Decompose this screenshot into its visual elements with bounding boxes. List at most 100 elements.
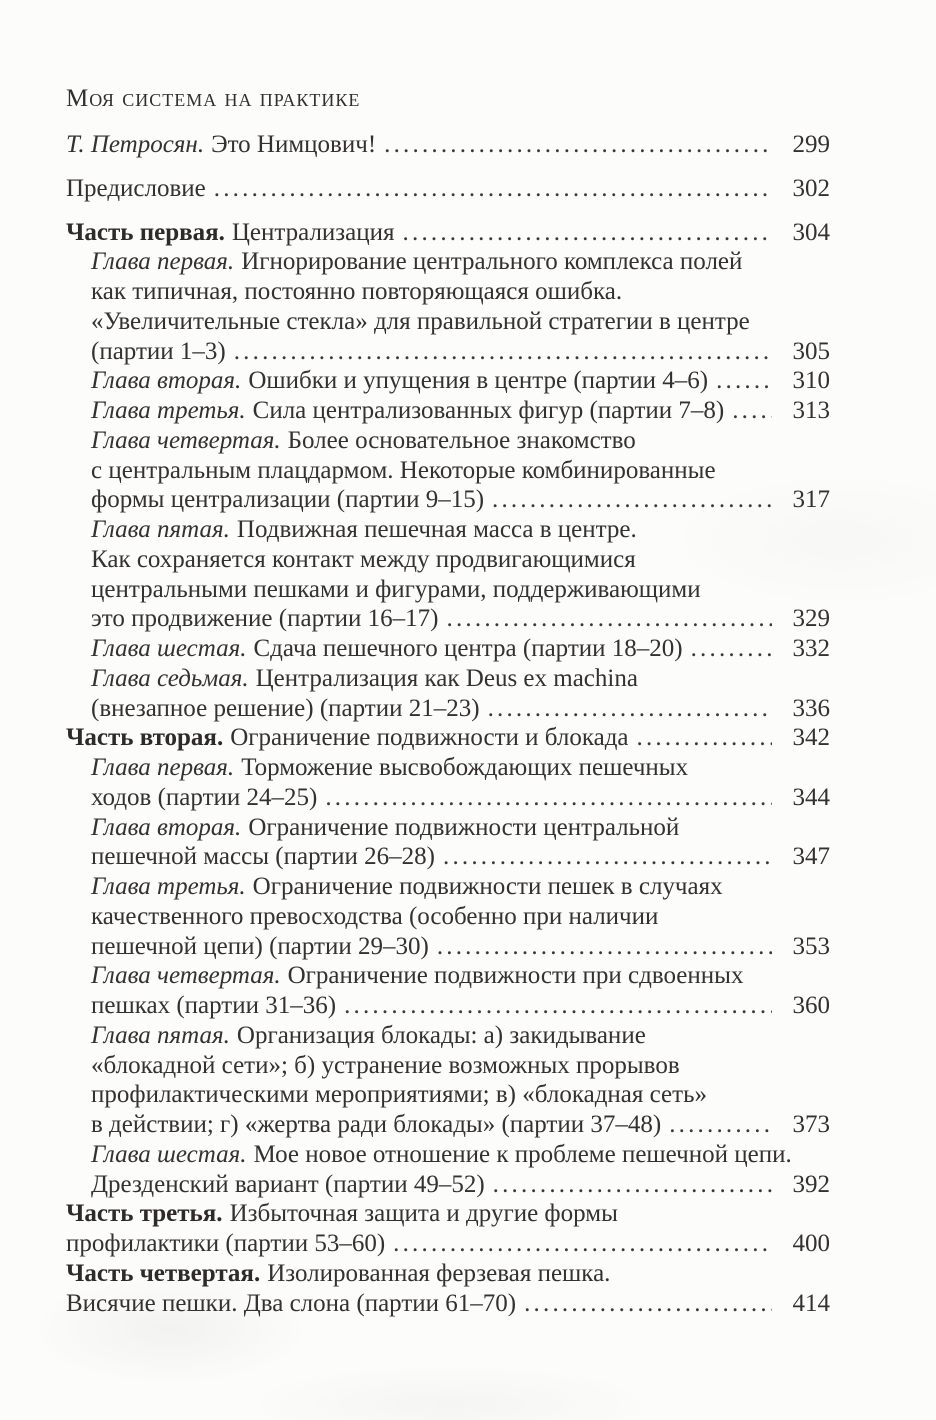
toc-entry: Часть вторая. Ограничение подвижности и б… — [66, 723, 830, 753]
entry-lead: Т. Петросян. — [66, 131, 205, 158]
toc-entry-line: пешечной цепи) (партии 29–30) 353 — [66, 932, 830, 962]
page-number: 313 — [792, 397, 831, 424]
toc-entry-line: Глава третья. Ограничение подвижности пеш… — [66, 872, 830, 902]
dot-leader — [384, 130, 772, 160]
toc-entry-line: ходов (партии 24–25) 344 — [66, 783, 830, 813]
page-number: 342 — [792, 724, 831, 752]
entry-text: Висячие пешки. Два слона (партии 61–70) — [66, 1289, 517, 1317]
page-number: 310 — [792, 367, 831, 395]
entry-text: Предисловие — [66, 174, 206, 202]
dot-leader — [691, 634, 772, 664]
running-head-book-title: Моя система на практике — [66, 85, 361, 112]
entry-text: качественного превосходства (особенно пр… — [91, 902, 659, 930]
page-number: 353 — [792, 932, 831, 960]
toc-entry: Глава четвертая. Ограничение подвижности … — [66, 961, 830, 1021]
toc-entry: Глава седьмая. Централизация как Deus ex … — [66, 664, 830, 724]
dot-leader — [732, 396, 772, 426]
entry-lead: Часть третья. — [66, 1200, 223, 1228]
entry-text: ходов (партии 24–25) — [91, 783, 318, 811]
toc-entry-line: Глава первая. Игнорирование центрального … — [66, 247, 830, 277]
toc-entry: Глава шестая. Сдача пешечного центра (пар… — [66, 634, 830, 664]
toc-entry: Глава первая. Торможение высвобождающих п… — [66, 753, 830, 813]
toc-entry-line: это продвижение (партии 16–17) 329 — [66, 604, 830, 634]
entry-text: формы централизации (партии 9–15) — [91, 486, 485, 514]
entry-text: Ограничение подвижности и блокада — [230, 724, 629, 752]
entry-text: профилактическими мероприятиями; в) «бло… — [91, 1081, 707, 1109]
toc-entry-line: Часть третья. Избыточная защита и другие … — [66, 1199, 830, 1229]
dot-leader — [669, 1110, 772, 1140]
entry-text: Более основательное знакомство — [287, 426, 636, 454]
entry-text: с центральным плацдармом. Некоторые комб… — [91, 456, 716, 484]
toc-entry-line: центральными пешками и фигурами, поддерж… — [66, 575, 830, 605]
page-number: 304 — [792, 218, 831, 246]
toc-entry: Часть первая.Централизация 304 — [66, 218, 830, 248]
dot-leader — [524, 1289, 772, 1319]
entry-lead: Глава четвертая. — [91, 426, 281, 454]
entry-lead: Часть первая. — [66, 218, 225, 246]
entry-text: в действии; г) «жертва ради блокады» (па… — [91, 1111, 662, 1138]
page-number: 299 — [792, 131, 831, 158]
entry-lead: Глава первая. — [91, 248, 235, 276]
dot-leader — [443, 842, 772, 872]
toc-entry-line: формы централизации (партии 9–15) 317 — [66, 485, 830, 515]
entry-text: пешечной массы (партии 26–28) — [91, 843, 435, 871]
entry-text: Организация блокады: а) закидывание — [236, 1021, 646, 1049]
toc-entry-line: Дрезденский вариант (партии 49–52) 392 — [66, 1170, 830, 1200]
dot-leader — [214, 174, 772, 204]
page-number: 332 — [792, 635, 831, 662]
entry-text: Это Нимцович! — [211, 131, 377, 158]
dot-leader — [493, 1170, 772, 1200]
toc-entry: Глава третья. Сила централизованных фигур… — [66, 396, 830, 426]
toc-entry-line: как типичная, постоянно повторяющаяся ош… — [66, 277, 830, 307]
toc-entry: Глава вторая. Ошибки и упущения в центре … — [66, 366, 830, 396]
toc-entry-line: качественного превосходства (особенно пр… — [66, 902, 830, 932]
entry-text: Ошибки и упущения в центре (партии 4–6) — [248, 367, 709, 395]
entry-lead: Глава шестая. — [91, 635, 247, 662]
entry-text: Подвижная пешечная масса в центре. — [236, 516, 637, 543]
toc-entry-line: Глава шестая. Мое новое отношение к пробл… — [66, 1140, 830, 1170]
dot-leader — [344, 991, 772, 1021]
toc-entry-line: Глава вторая. Ошибки и упущения в центре … — [66, 366, 830, 396]
entry-text: Централизация как Deus ex machina — [255, 664, 638, 692]
dot-leader — [437, 932, 772, 962]
toc-entry-line: Глава первая. Торможение высвобождающих п… — [66, 753, 830, 783]
toc-entry-line: Глава шестая. Сдача пешечного центра (пар… — [66, 634, 830, 664]
dot-leader — [488, 694, 772, 724]
entry-text: Игнорирование центрального комплекса пол… — [241, 248, 743, 276]
page-number: 392 — [792, 1170, 831, 1198]
toc-entry-line: (партии 1–3) 305 — [66, 337, 830, 367]
entry-text: «Увеличительные стекла» для правильной с… — [91, 307, 750, 335]
toc-entry: Часть четвертая. Изолированная ферзевая п… — [66, 1259, 830, 1319]
page-number: 317 — [792, 486, 831, 514]
entry-text: Сдача пешечного центра (партии 18–20) — [253, 635, 683, 662]
toc-entry-line: в действии; г) «жертва ради блокады» (па… — [66, 1110, 830, 1140]
page-number: 360 — [792, 992, 831, 1019]
page-number: 302 — [792, 174, 831, 202]
toc-entry-line: Часть четвертая. Изолированная ферзевая п… — [66, 1259, 830, 1289]
toc-entry-line: пешках (партии 31–36) 360 — [66, 991, 830, 1021]
dot-leader — [492, 485, 772, 515]
toc-entry-line: «блокадной сети»; б) устранение возможны… — [66, 1051, 830, 1081]
entry-lead: Глава пятая. — [91, 1021, 230, 1049]
page-number: 336 — [792, 694, 831, 722]
toc-entry: Глава третья. Ограничение подвижности пеш… — [66, 872, 830, 961]
toc-content: Моя система на практике Т. Петросян. Это … — [66, 84, 830, 1318]
dot-leader — [403, 218, 772, 248]
entry-text: это продвижение (партии 16–17) — [91, 605, 439, 633]
entry-text: Дрезденский вариант (партии 49–52) — [91, 1170, 485, 1198]
page-number: 400 — [792, 1230, 831, 1257]
toc-entry: Глава пятая. Организация блокады: а) заки… — [66, 1021, 830, 1140]
toc-entry: Глава вторая. Ограничение подвижности цен… — [66, 813, 830, 873]
entry-lead: Глава четвертая. — [91, 962, 281, 990]
dot-leader — [234, 337, 772, 367]
toc-entry-line: с центральным плацдармом. Некоторые комб… — [66, 456, 830, 486]
toc-entry-line: «Увеличительные стекла» для правильной с… — [66, 307, 830, 337]
entry-lead: Часть вторая. — [66, 724, 224, 752]
entry-text: (внезапное решение) (партии 21–23) — [91, 694, 480, 722]
toc-entries: Т. Петросян.Это Нимцович! 299 Предисловие 3… — [66, 130, 830, 1318]
toc-entry: Глава первая. Игнорирование центрального … — [66, 247, 830, 366]
entry-text: Ограничение подвижности центральной — [248, 813, 680, 841]
toc-entry-line: Глава пятая. Организация блокады: а) заки… — [66, 1021, 830, 1051]
toc-entry-line: Глава четвертая. Ограничение подвижности … — [66, 961, 830, 991]
